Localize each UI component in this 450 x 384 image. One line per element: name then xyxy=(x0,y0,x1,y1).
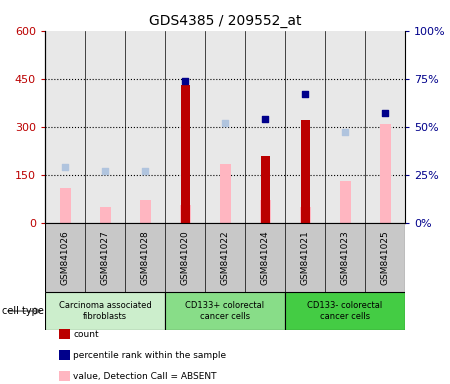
Bar xyxy=(59,187,71,223)
Text: GSM841027: GSM841027 xyxy=(100,230,109,285)
Bar xyxy=(140,200,150,223)
Text: GSM841028: GSM841028 xyxy=(140,230,149,285)
Title: GDS4385 / 209552_at: GDS4385 / 209552_at xyxy=(149,14,301,28)
Bar xyxy=(180,205,190,223)
Bar xyxy=(260,200,270,223)
Text: value, Detection Call = ABSENT: value, Detection Call = ABSENT xyxy=(73,372,217,381)
Point xyxy=(221,120,229,126)
Text: GSM841023: GSM841023 xyxy=(341,230,350,285)
Bar xyxy=(285,292,405,330)
Text: GSM841022: GSM841022 xyxy=(220,230,230,285)
Point xyxy=(141,168,149,174)
Bar xyxy=(99,207,111,223)
Text: CD133+ colorectal
cancer cells: CD133+ colorectal cancer cells xyxy=(185,301,265,321)
Point xyxy=(382,110,389,116)
Point xyxy=(101,168,108,174)
Text: GSM841024: GSM841024 xyxy=(261,230,270,285)
Point xyxy=(261,116,269,122)
Bar xyxy=(220,164,230,223)
Bar xyxy=(45,292,165,330)
Point xyxy=(342,129,349,136)
Bar xyxy=(300,207,310,223)
Bar xyxy=(180,85,189,223)
Text: percentile rank within the sample: percentile rank within the sample xyxy=(73,351,226,360)
Text: count: count xyxy=(73,329,99,339)
Text: GSM841020: GSM841020 xyxy=(180,230,189,285)
Text: Carcinoma associated
fibroblasts: Carcinoma associated fibroblasts xyxy=(58,301,151,321)
Text: GSM841026: GSM841026 xyxy=(60,230,69,285)
Point xyxy=(181,78,189,84)
Point xyxy=(61,164,68,170)
Bar xyxy=(379,124,391,223)
Text: cell type: cell type xyxy=(2,306,44,316)
Bar xyxy=(339,181,351,223)
Bar xyxy=(301,120,310,223)
Text: GSM841021: GSM841021 xyxy=(301,230,310,285)
Text: CD133- colorectal
cancer cells: CD133- colorectal cancer cells xyxy=(307,301,382,321)
Bar xyxy=(165,292,285,330)
Bar xyxy=(261,156,270,223)
Point xyxy=(302,91,309,97)
Text: GSM841025: GSM841025 xyxy=(381,230,390,285)
